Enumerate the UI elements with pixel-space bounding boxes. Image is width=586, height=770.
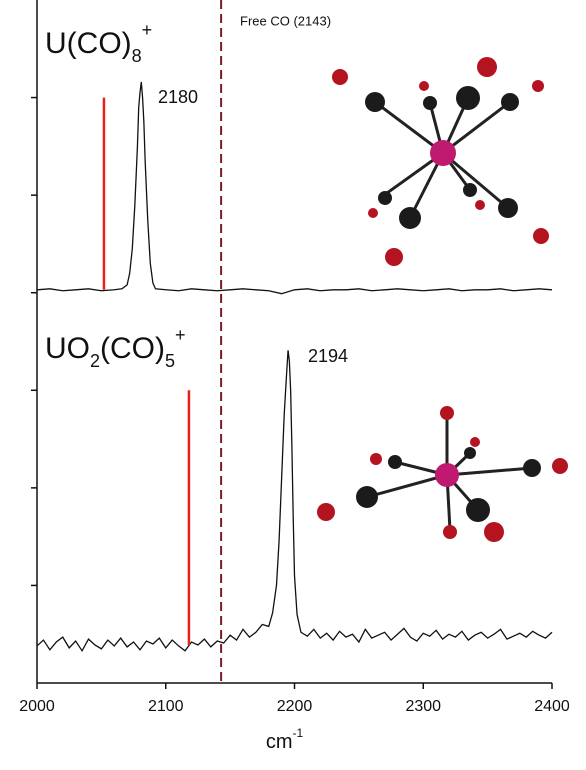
x-tick-label: 2100 (148, 698, 184, 715)
panel-label: U(CO)8+ (45, 20, 152, 66)
x-tick-label: 2200 (277, 698, 313, 715)
panel-label-part: 2 (90, 351, 100, 371)
x-axis-label-sup: -1 (293, 726, 304, 740)
plot-area: 2000 2100 2200 2300 2400 (19, 0, 570, 715)
molecule-u-co8 (332, 57, 549, 266)
annotation: Free CO (2143) (240, 13, 331, 28)
panel-label-part: U(CO) (45, 27, 132, 60)
molecule-uo2-co5 (317, 406, 568, 542)
panel-label-part: 8 (132, 46, 142, 66)
x-tick-label: 2400 (534, 698, 570, 715)
x-tick-label: 2000 (19, 698, 55, 715)
panel-label-part: 5 (165, 351, 175, 371)
x-tick-label: 2300 (405, 698, 441, 715)
x-axis-label-text: cm (266, 731, 293, 753)
panel-label-part: UO (45, 332, 90, 365)
panel-label-part: + (142, 20, 153, 40)
spectrum-line (36, 81, 553, 295)
spectrum-line (36, 350, 553, 653)
x-axis-label: cm-1 (266, 726, 304, 753)
panel-label-part: + (175, 325, 186, 345)
annotation: 2180 (158, 87, 198, 107)
panel-label: UO2(CO)5+ (45, 325, 186, 371)
panel-label-part: (CO) (100, 332, 165, 365)
annotation: 2194 (308, 346, 348, 366)
